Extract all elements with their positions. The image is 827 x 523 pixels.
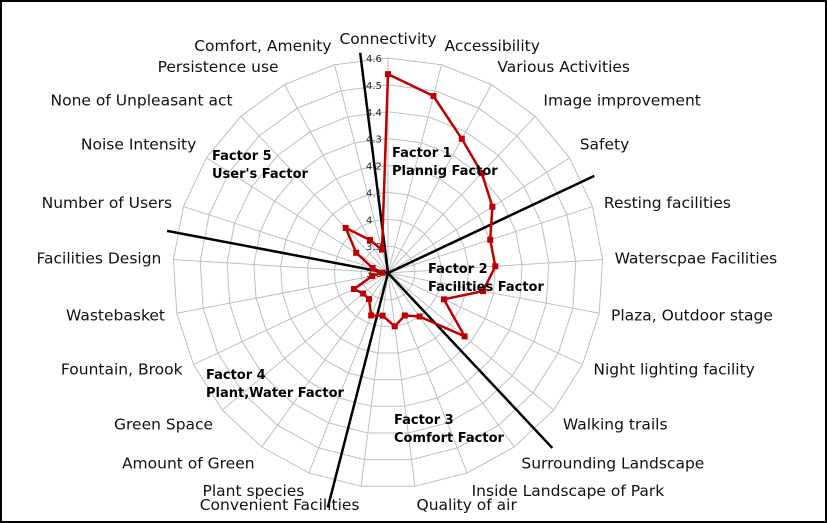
data-point [385,71,391,78]
factor-divider [387,272,554,449]
data-point [489,203,496,210]
data-point [492,263,499,270]
axis-tick-label: 3.9 [366,242,382,253]
factor-label: Factor 1 [392,146,452,161]
category-label: Plant species [203,482,305,500]
grid-ring [333,218,443,327]
data-point [366,296,373,303]
data-point [440,296,447,303]
category-label: Plaza, Outdoor stage [611,307,773,325]
category-label: Convenient Facilities [200,496,360,514]
factor-label: Factor 2 [428,262,488,277]
grid-spoke [387,272,583,365]
grid-spoke [173,259,389,274]
factor-label: Factor 5 [212,149,272,164]
category-label: Comfort, Amenity [194,37,331,55]
grid-spoke [183,206,389,274]
grid-spoke [387,272,468,474]
category-label: Number of Users [42,194,172,212]
category-label: Amount of Green [122,455,255,473]
grid-ring [226,111,550,434]
category-label: Various Activities [497,58,630,76]
grid-ring [280,164,496,381]
category-label: Waterscpae Facilities [615,250,778,268]
grid-spoke [387,272,416,487]
factor-label: Factor 4 [206,368,266,383]
category-label: Inside Landscape of Park [472,482,665,500]
grid-spoke [387,272,515,448]
data-point [342,224,349,231]
data-point [480,288,487,295]
factor-divider [166,229,389,275]
data-point [391,323,398,330]
factor-label: Facilities Factor [428,280,544,295]
category-label: Facilities Design [37,250,162,268]
grid-spoke [176,272,389,314]
data-point [378,246,385,253]
category-label: None of Unpleasant act [51,92,233,110]
data-point [461,333,468,340]
grid-spoke [387,157,570,274]
category-label: Resting facilities [604,194,731,212]
category-label: Walking trails [563,416,668,434]
category-label: Noise Intensity [81,135,196,153]
category-label: Image improvement [543,92,700,110]
axis-tick-label: 4.1 [366,188,382,199]
grid-spoke [387,115,536,274]
category-label: Accessibility [445,37,540,55]
factor-divider [326,272,390,508]
data-point [478,170,485,177]
axis-tick-label: 4.6 [366,54,382,65]
category-label: Surrounding Landscape [521,455,704,473]
data-point [379,312,386,319]
category-label: Green Space [114,416,213,434]
data-point [366,237,373,244]
factor-label: Factor 3 [394,413,454,428]
data-point [353,249,360,256]
grid-ring [253,138,523,407]
factor-label: User's Factor [212,167,309,182]
data-point [368,312,375,319]
grid-ring [172,57,604,487]
factor-label: Plant,Water Factor [206,386,345,401]
grid-spoke [387,64,442,274]
category-label: Persistence use [158,58,279,76]
grid-spoke [387,84,493,274]
data-point [369,265,376,272]
grid-ring [306,191,470,354]
category-label: Connectivity [339,30,436,48]
axis-tick-label: 4.4 [366,108,382,119]
grid-spoke [334,64,389,274]
data-point [369,273,376,280]
data-point [350,286,357,293]
data-point [401,312,408,319]
category-label: Fountain, Brook [61,361,183,379]
axis-tick-label: 4 [366,215,372,226]
category-label: Safety [580,135,630,153]
grid-spoke [308,272,389,474]
factor-label: Plannig Factor [392,164,498,179]
category-label: Night lighting facility [593,361,754,379]
factor-label: Comfort Factor [394,431,504,446]
axis-tick-label: 4.3 [366,135,382,146]
data-point [458,135,465,142]
data-point [416,313,423,320]
axis-tick-label: 4.2 [366,162,382,173]
axis-tick-label: 4.5 [366,81,382,92]
data-point [360,290,367,297]
category-label: Wastebasket [66,307,165,325]
data-point [487,236,494,243]
grid-ring [199,84,577,461]
grid-spoke [387,272,600,314]
grid-spoke [240,115,389,274]
grid-spoke [360,272,389,487]
grid-spoke [387,272,554,411]
data-point [379,269,386,276]
category-label: Quality of air [417,496,518,514]
data-point [430,92,437,99]
